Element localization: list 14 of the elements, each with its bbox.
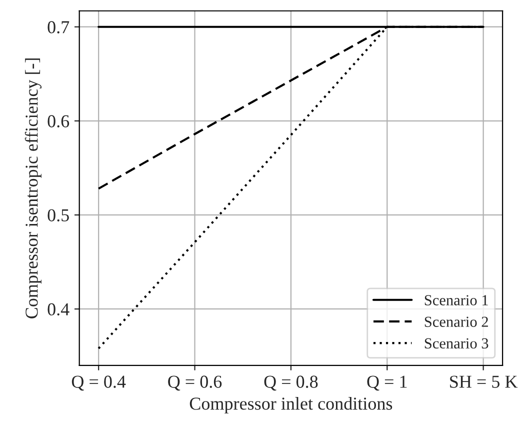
legend-label: Scenario 2 xyxy=(424,316,488,327)
x-tick-label: SH = 5 K xyxy=(450,376,518,388)
y-tick-label: 0.4 xyxy=(48,303,70,316)
x-axis-title: Compressor inlet conditions xyxy=(190,397,392,414)
x-tick-label: Q = 0.8 xyxy=(264,376,318,391)
y-tick-label: 0.6 xyxy=(48,115,70,128)
x-tick-label: Q = 1 xyxy=(367,376,407,391)
legend-label: Scenario 3 xyxy=(424,338,488,349)
x-tick-label: Q = 0.4 xyxy=(72,376,126,391)
x-tick-label: Q = 0.6 xyxy=(168,376,222,391)
y-axis-title: Compressor isentropic efficiency [-] xyxy=(24,58,42,318)
y-tick-label: 0.7 xyxy=(48,21,70,34)
y-tick-label: 0.5 xyxy=(48,209,69,222)
legend-label: Scenario 1 xyxy=(424,295,488,306)
